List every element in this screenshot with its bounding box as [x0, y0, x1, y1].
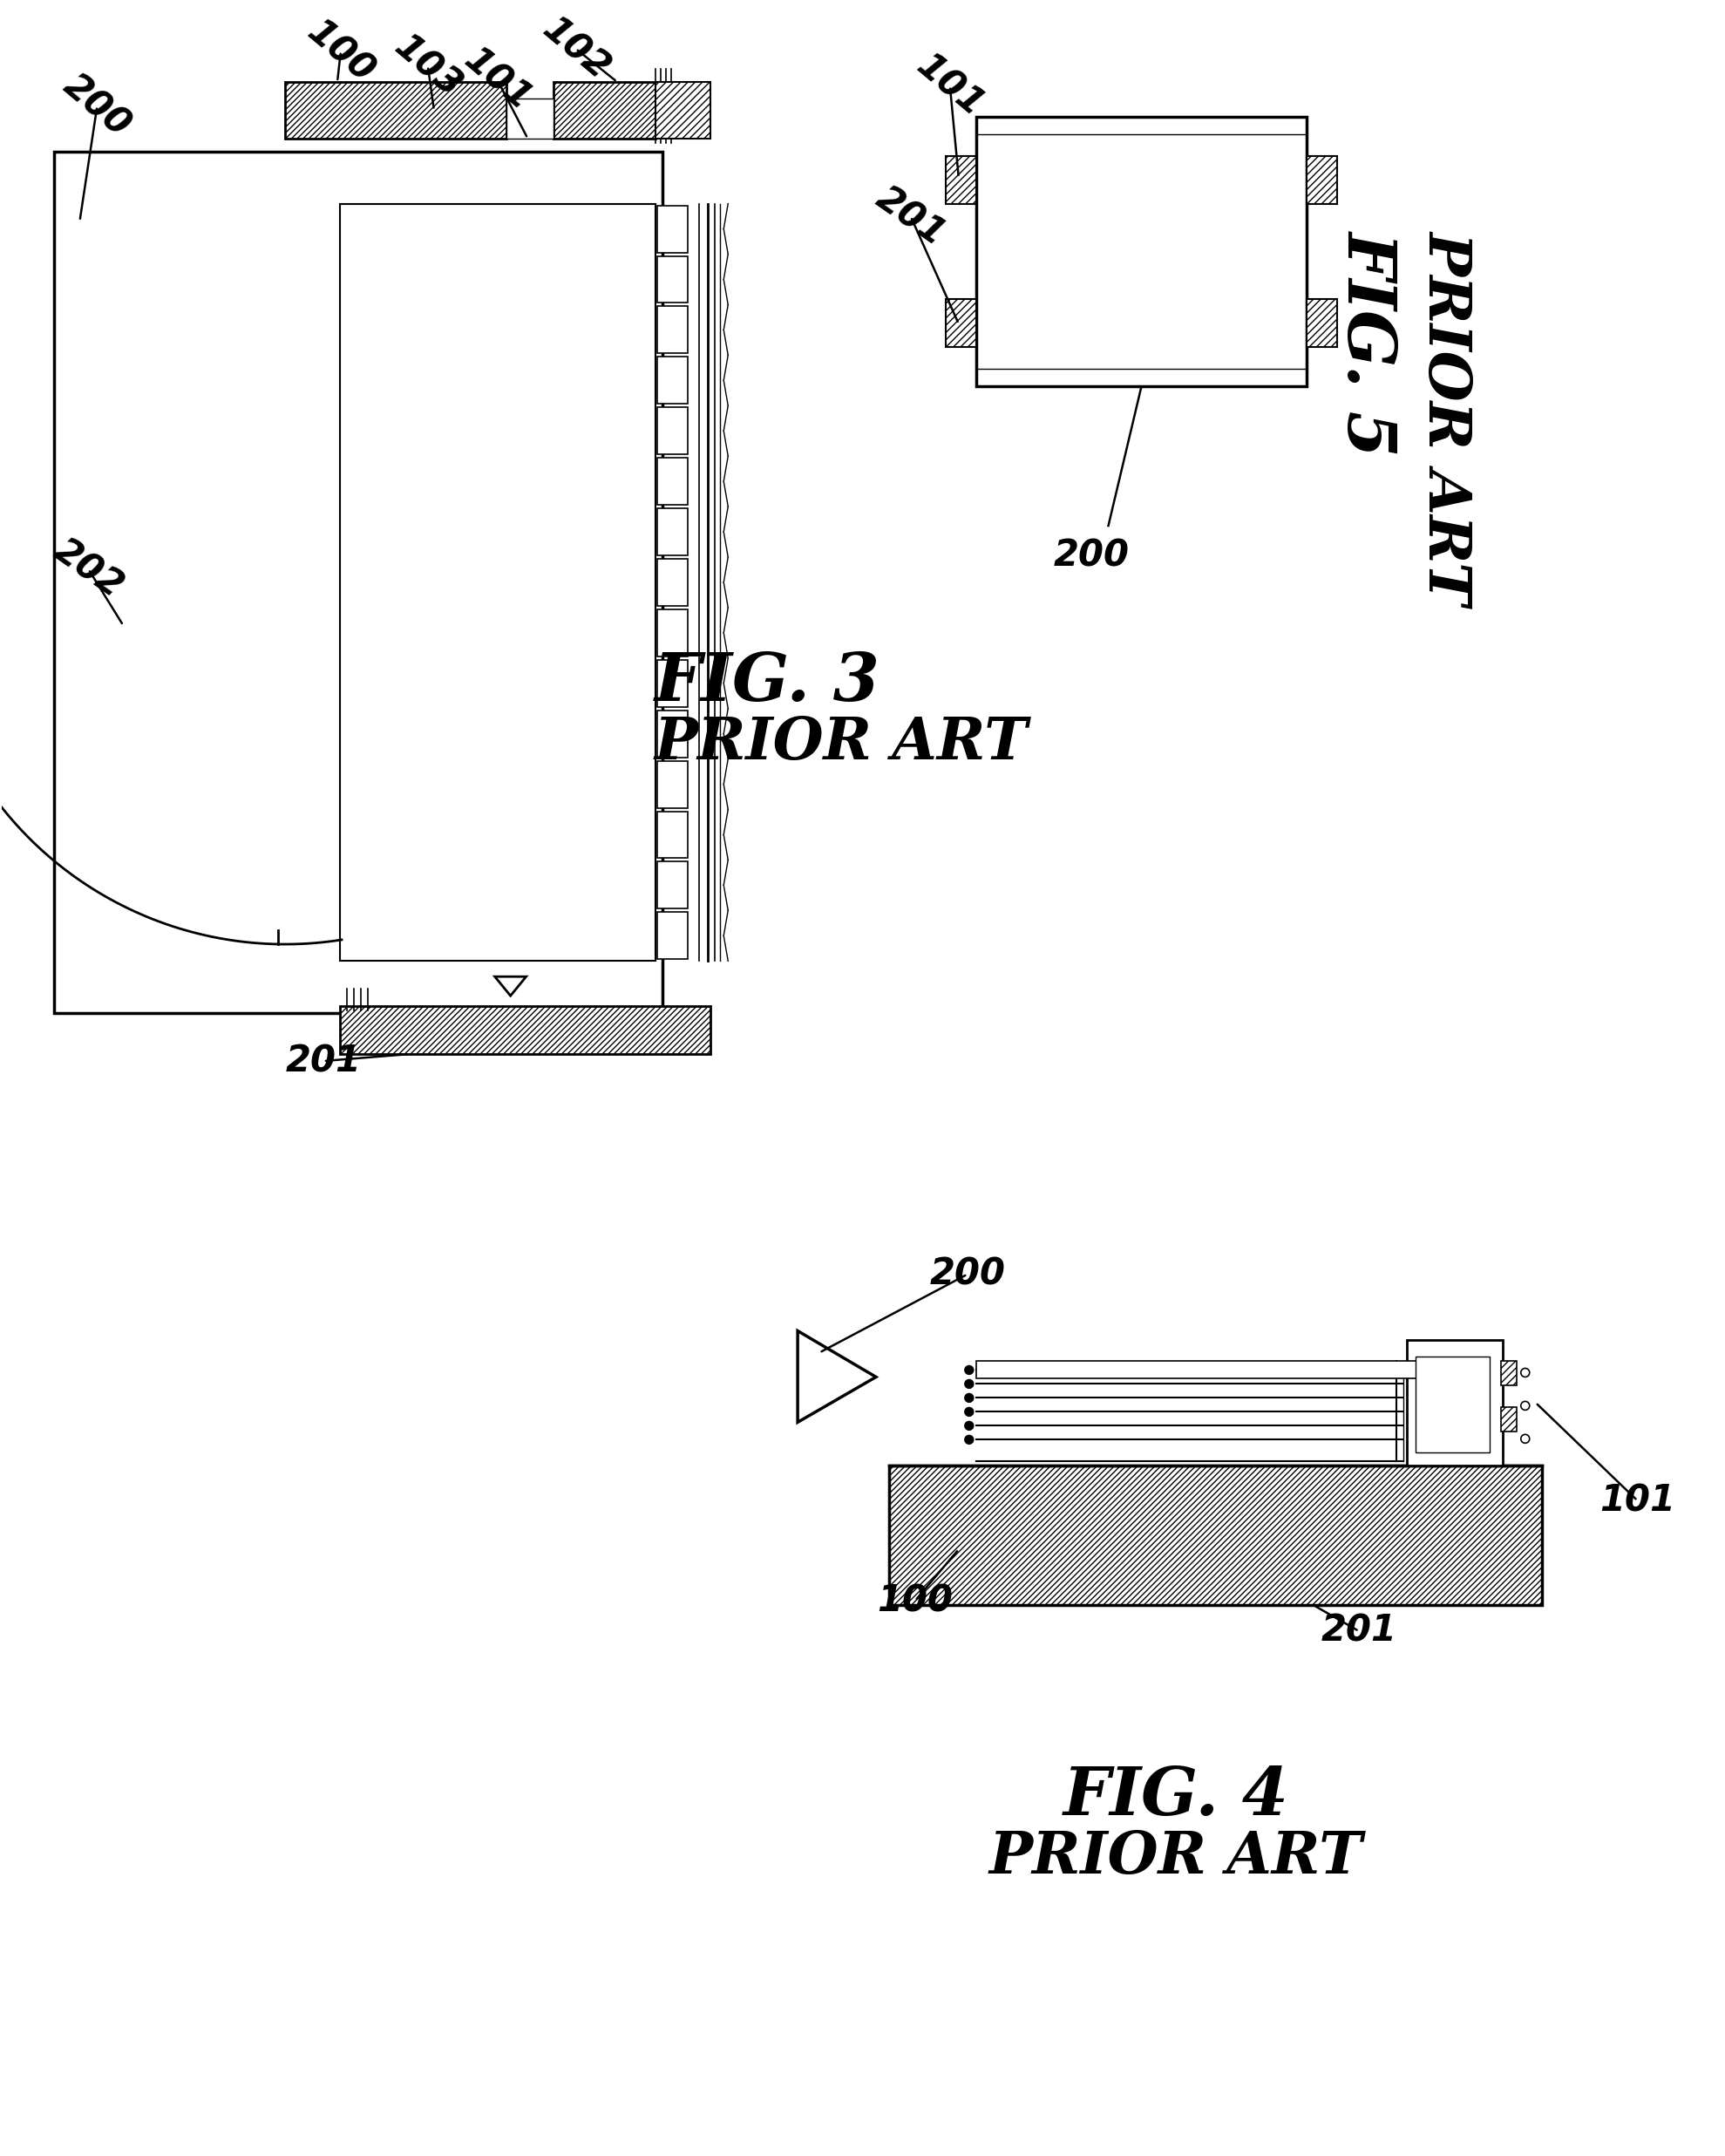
Text: 201: 201	[1321, 1613, 1397, 1649]
Bar	[945, 155, 976, 203]
Bar	[976, 116, 1308, 386]
Circle shape	[964, 1365, 973, 1373]
Bar	[656, 82, 711, 138]
Bar	[657, 558, 688, 606]
Bar	[657, 912, 688, 959]
Text: 103: 103	[386, 28, 469, 103]
Bar	[657, 660, 688, 707]
Bar	[285, 82, 507, 138]
Text: 102: 102	[535, 11, 616, 86]
Text: 101: 101	[909, 47, 990, 125]
Text: 100: 100	[300, 13, 381, 91]
Bar	[340, 1007, 711, 1054]
Bar	[340, 203, 656, 962]
Bar	[657, 761, 688, 808]
Bar	[1416, 1356, 1489, 1453]
Bar	[554, 82, 656, 138]
Circle shape	[964, 1393, 973, 1401]
Text: 200: 200	[930, 1257, 1006, 1294]
Bar	[657, 457, 688, 505]
Circle shape	[964, 1380, 973, 1388]
Bar	[1501, 1408, 1516, 1432]
Bar	[657, 358, 688, 403]
Circle shape	[964, 1421, 973, 1429]
Bar	[657, 862, 688, 908]
Bar	[657, 811, 688, 858]
Bar	[657, 709, 688, 757]
Text: 200: 200	[1054, 537, 1130, 573]
Text: 200: 200	[57, 67, 138, 144]
Bar	[1308, 155, 1337, 203]
Bar	[657, 306, 688, 354]
Text: FIG. 5: FIG. 5	[1335, 231, 1401, 455]
Text: 100: 100	[878, 1583, 954, 1619]
Bar	[507, 99, 554, 138]
Text: 101: 101	[457, 41, 538, 119]
Bar	[657, 205, 688, 252]
Text: PRIOR ART: PRIOR ART	[1418, 231, 1475, 604]
Text: 201: 201	[869, 179, 952, 254]
Bar	[657, 610, 688, 655]
Bar	[657, 407, 688, 455]
Text: 201: 201	[285, 1044, 361, 1080]
Bar	[1408, 1339, 1502, 1466]
Bar	[1308, 300, 1337, 347]
Bar	[1501, 1360, 1516, 1386]
Text: FIG. 4: FIG. 4	[1063, 1764, 1289, 1828]
Circle shape	[964, 1436, 973, 1445]
Text: PRIOR ART: PRIOR ART	[654, 716, 1028, 772]
Bar	[976, 1360, 1454, 1378]
Bar	[945, 300, 976, 347]
Text: 101: 101	[1599, 1483, 1675, 1518]
Bar	[53, 151, 662, 1013]
Text: PRIOR ART: PRIOR ART	[990, 1828, 1363, 1886]
Circle shape	[964, 1408, 973, 1416]
Bar	[657, 257, 688, 302]
Text: FIG. 3: FIG. 3	[654, 651, 880, 714]
Bar	[657, 509, 688, 556]
Bar	[888, 1466, 1542, 1604]
Text: 202: 202	[47, 533, 129, 606]
